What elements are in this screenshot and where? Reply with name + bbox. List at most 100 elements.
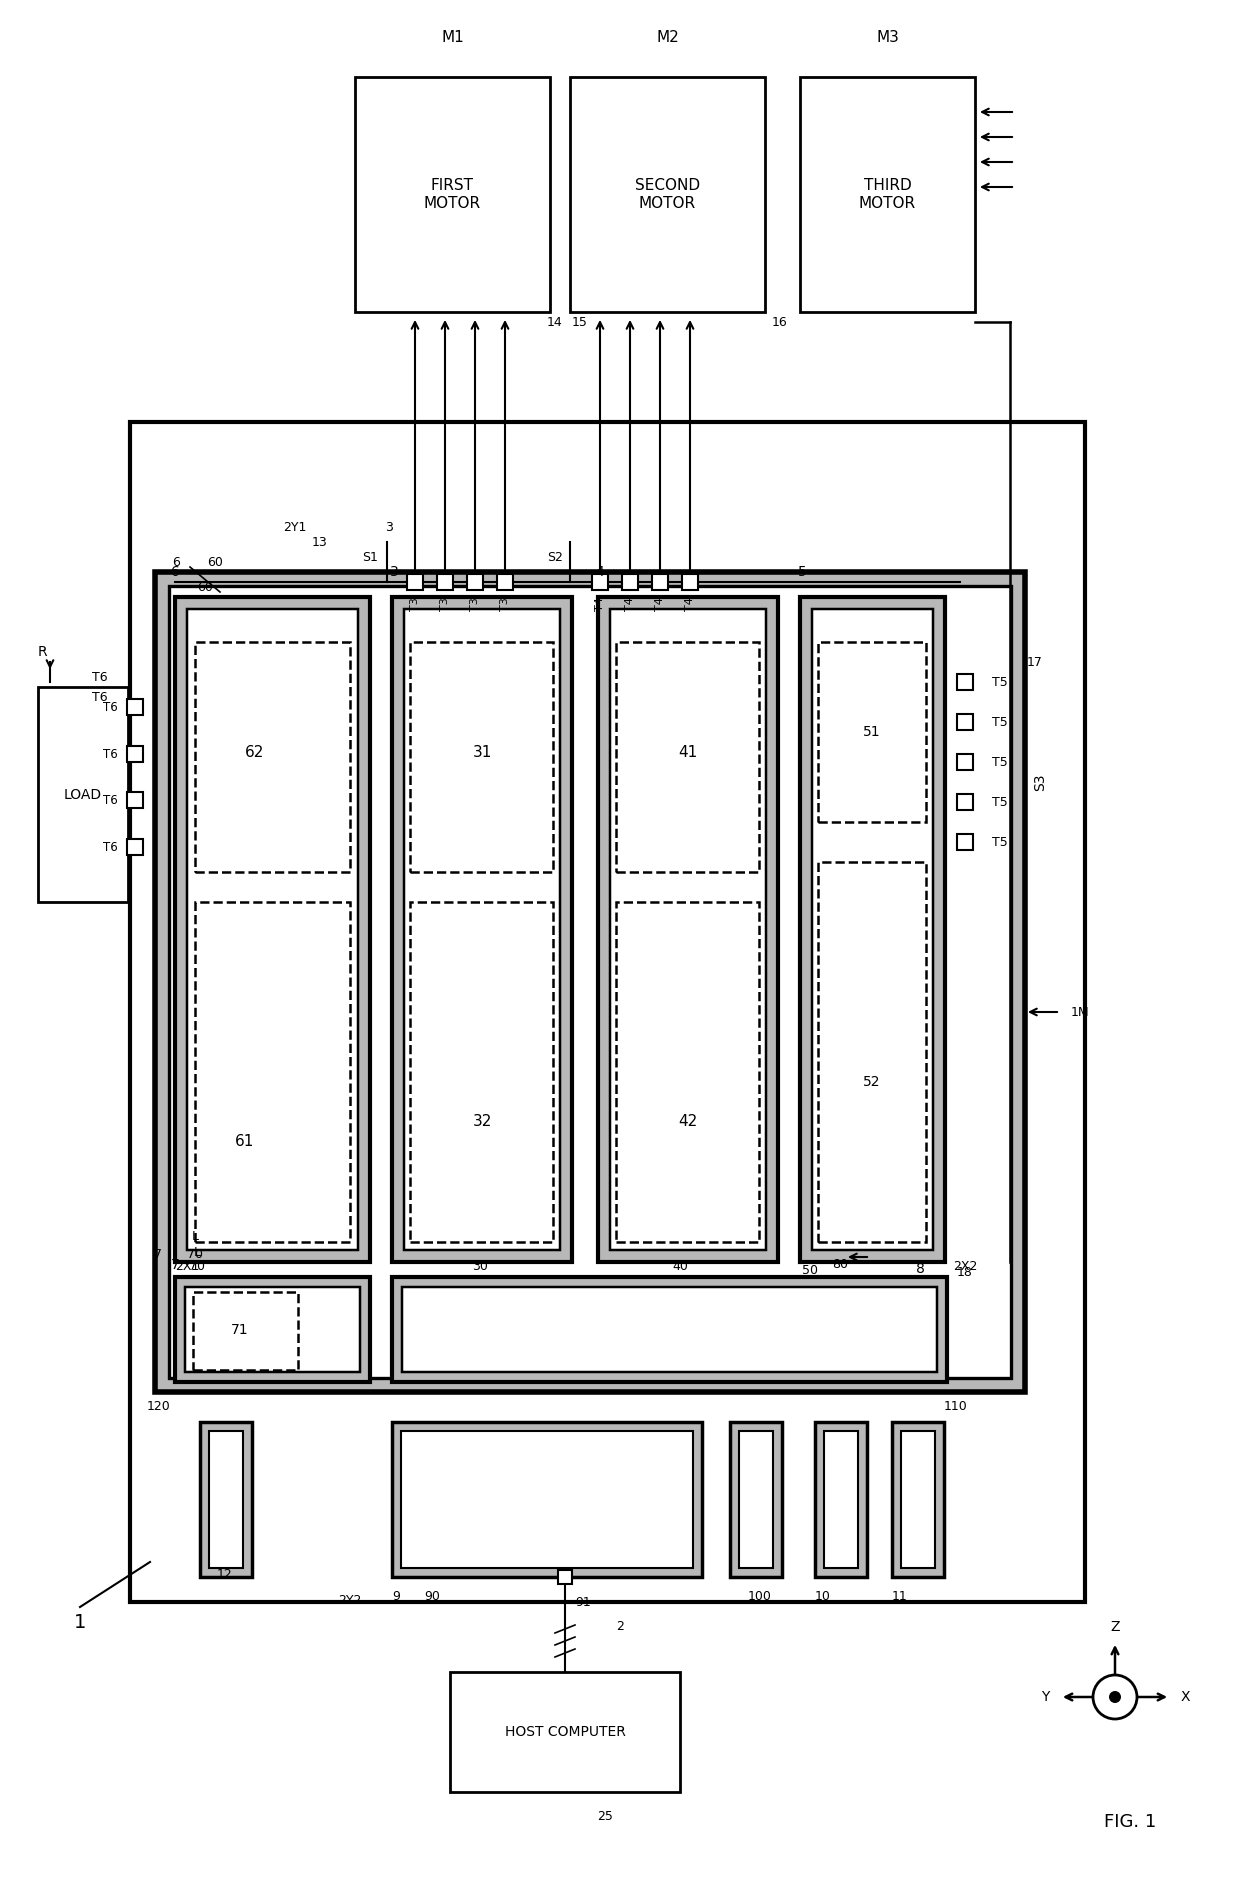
Text: 60: 60 [207, 555, 223, 568]
Bar [616, 642, 759, 871]
Bar [126, 839, 143, 854]
Bar [622, 574, 639, 589]
Text: 110: 110 [944, 1400, 967, 1413]
Bar [392, 1423, 702, 1577]
Bar [739, 1430, 773, 1568]
Bar [436, 574, 453, 589]
Text: S1: S1 [362, 551, 378, 563]
Text: 2X1: 2X1 [175, 1261, 200, 1274]
Text: T6: T6 [92, 670, 108, 683]
Text: M2: M2 [656, 30, 678, 45]
Bar [815, 1423, 867, 1577]
Text: 70: 70 [188, 1261, 205, 1274]
Bar [957, 755, 973, 770]
Bar [730, 1423, 782, 1577]
Bar [195, 642, 350, 871]
Text: T5: T5 [992, 755, 1008, 768]
Text: T6: T6 [103, 841, 118, 854]
Circle shape [1092, 1675, 1137, 1718]
Text: 14: 14 [547, 316, 563, 329]
Bar [957, 674, 973, 691]
Bar [825, 1430, 858, 1568]
Bar [616, 901, 759, 1242]
Text: 6: 6 [172, 555, 180, 568]
Text: 40: 40 [672, 1261, 688, 1274]
Text: 5: 5 [797, 565, 806, 580]
Bar [355, 77, 551, 312]
Text: 30: 30 [472, 1261, 487, 1274]
Text: T5: T5 [992, 796, 1008, 809]
Text: R: R [38, 646, 47, 659]
Text: X: X [1180, 1690, 1189, 1703]
Text: 2Y2: 2Y2 [339, 1594, 362, 1607]
Bar [957, 794, 973, 809]
Bar [901, 1430, 935, 1568]
Text: T6: T6 [103, 700, 118, 713]
Text: 4: 4 [595, 565, 604, 580]
Text: 2Y1: 2Y1 [283, 521, 306, 533]
Text: T3: T3 [440, 597, 450, 612]
Bar [169, 585, 1011, 1378]
Bar [497, 574, 513, 589]
Bar [800, 597, 945, 1263]
Text: 62: 62 [246, 745, 264, 760]
Text: 17: 17 [1027, 655, 1043, 668]
Text: T4: T4 [625, 597, 635, 612]
Text: M1: M1 [441, 30, 464, 45]
Text: 41: 41 [678, 745, 698, 760]
Text: 91: 91 [575, 1596, 591, 1609]
Text: T5: T5 [992, 715, 1008, 728]
Text: T5: T5 [992, 836, 1008, 849]
Text: HOST COMPUTER: HOST COMPUTER [505, 1726, 625, 1739]
Text: T6: T6 [103, 747, 118, 760]
Bar [404, 610, 560, 1250]
Bar [467, 574, 484, 589]
Bar [818, 642, 926, 822]
Bar [155, 572, 1025, 1393]
Text: 120: 120 [146, 1400, 170, 1413]
Text: 6: 6 [171, 565, 180, 580]
Text: T4: T4 [684, 597, 694, 612]
Text: 100: 100 [748, 1590, 773, 1603]
Text: 25: 25 [598, 1810, 613, 1824]
Bar [193, 1293, 298, 1370]
Text: SECOND
MOTOR: SECOND MOTOR [635, 179, 701, 211]
Text: 7: 7 [154, 1248, 162, 1261]
Bar [682, 574, 698, 589]
Text: 31: 31 [472, 745, 492, 760]
Bar [410, 901, 553, 1242]
Text: 18: 18 [957, 1265, 973, 1278]
Text: 3: 3 [389, 565, 398, 580]
Text: S2: S2 [547, 551, 563, 563]
Text: T3: T3 [500, 597, 510, 612]
Text: 9: 9 [392, 1590, 399, 1603]
Text: THIRD
MOTOR: THIRD MOTOR [859, 179, 916, 211]
Text: T3: T3 [410, 597, 420, 612]
Text: 16: 16 [773, 316, 787, 329]
Text: 32: 32 [472, 1114, 492, 1129]
Bar [407, 574, 423, 589]
Text: 15: 15 [572, 316, 588, 329]
Text: 13: 13 [312, 536, 327, 548]
Bar [126, 698, 143, 715]
Bar [957, 713, 973, 730]
Bar [401, 1430, 693, 1568]
Text: 10: 10 [815, 1590, 831, 1603]
Text: T6: T6 [92, 691, 108, 704]
Text: 1: 1 [74, 1613, 87, 1632]
Bar [402, 1287, 937, 1372]
Circle shape [1109, 1692, 1121, 1703]
Text: Y: Y [1040, 1690, 1049, 1703]
Bar [175, 597, 370, 1263]
Text: 7: 7 [171, 1257, 180, 1272]
Bar [812, 610, 932, 1250]
Bar [410, 642, 553, 871]
Bar [652, 574, 668, 589]
Text: 2X2: 2X2 [952, 1261, 977, 1274]
Bar [200, 1423, 252, 1577]
Text: 2: 2 [616, 1620, 624, 1634]
Bar [818, 862, 926, 1242]
Text: T5: T5 [992, 676, 1008, 689]
Text: 80: 80 [832, 1257, 848, 1270]
Text: L: L [191, 1231, 198, 1244]
